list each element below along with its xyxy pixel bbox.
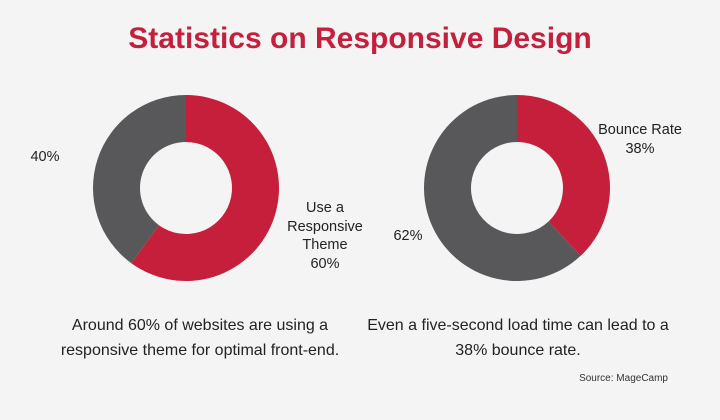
- donut-slice: [424, 95, 581, 281]
- source-note: Source: MageCamp: [579, 373, 668, 384]
- slice-value-label: 60%: [310, 255, 340, 272]
- donut-slice: [131, 95, 279, 281]
- slice-label: 40%: [30, 148, 59, 167]
- slice-value-label: 38%: [625, 140, 655, 157]
- donut-slice: [517, 95, 611, 256]
- slice-name: Use a Responsive Theme: [287, 200, 363, 253]
- slice-label: Use a Responsive Theme 60%: [279, 199, 371, 273]
- slice-value-label: 62%: [393, 228, 423, 244]
- slice-label: Bounce Rate 38%: [594, 121, 686, 158]
- chart-caption: Around 60% of websites are using a respo…: [60, 317, 340, 359]
- slice-label: 62%: [393, 227, 422, 246]
- slice-value-label: 40%: [30, 149, 60, 165]
- chart-caption: Even a five-second load time can lead to…: [367, 317, 669, 359]
- page-title: Statistics on Responsive Design: [128, 22, 592, 55]
- slice-name: Bounce Rate: [598, 122, 682, 138]
- donut-slice: [92, 95, 186, 264]
